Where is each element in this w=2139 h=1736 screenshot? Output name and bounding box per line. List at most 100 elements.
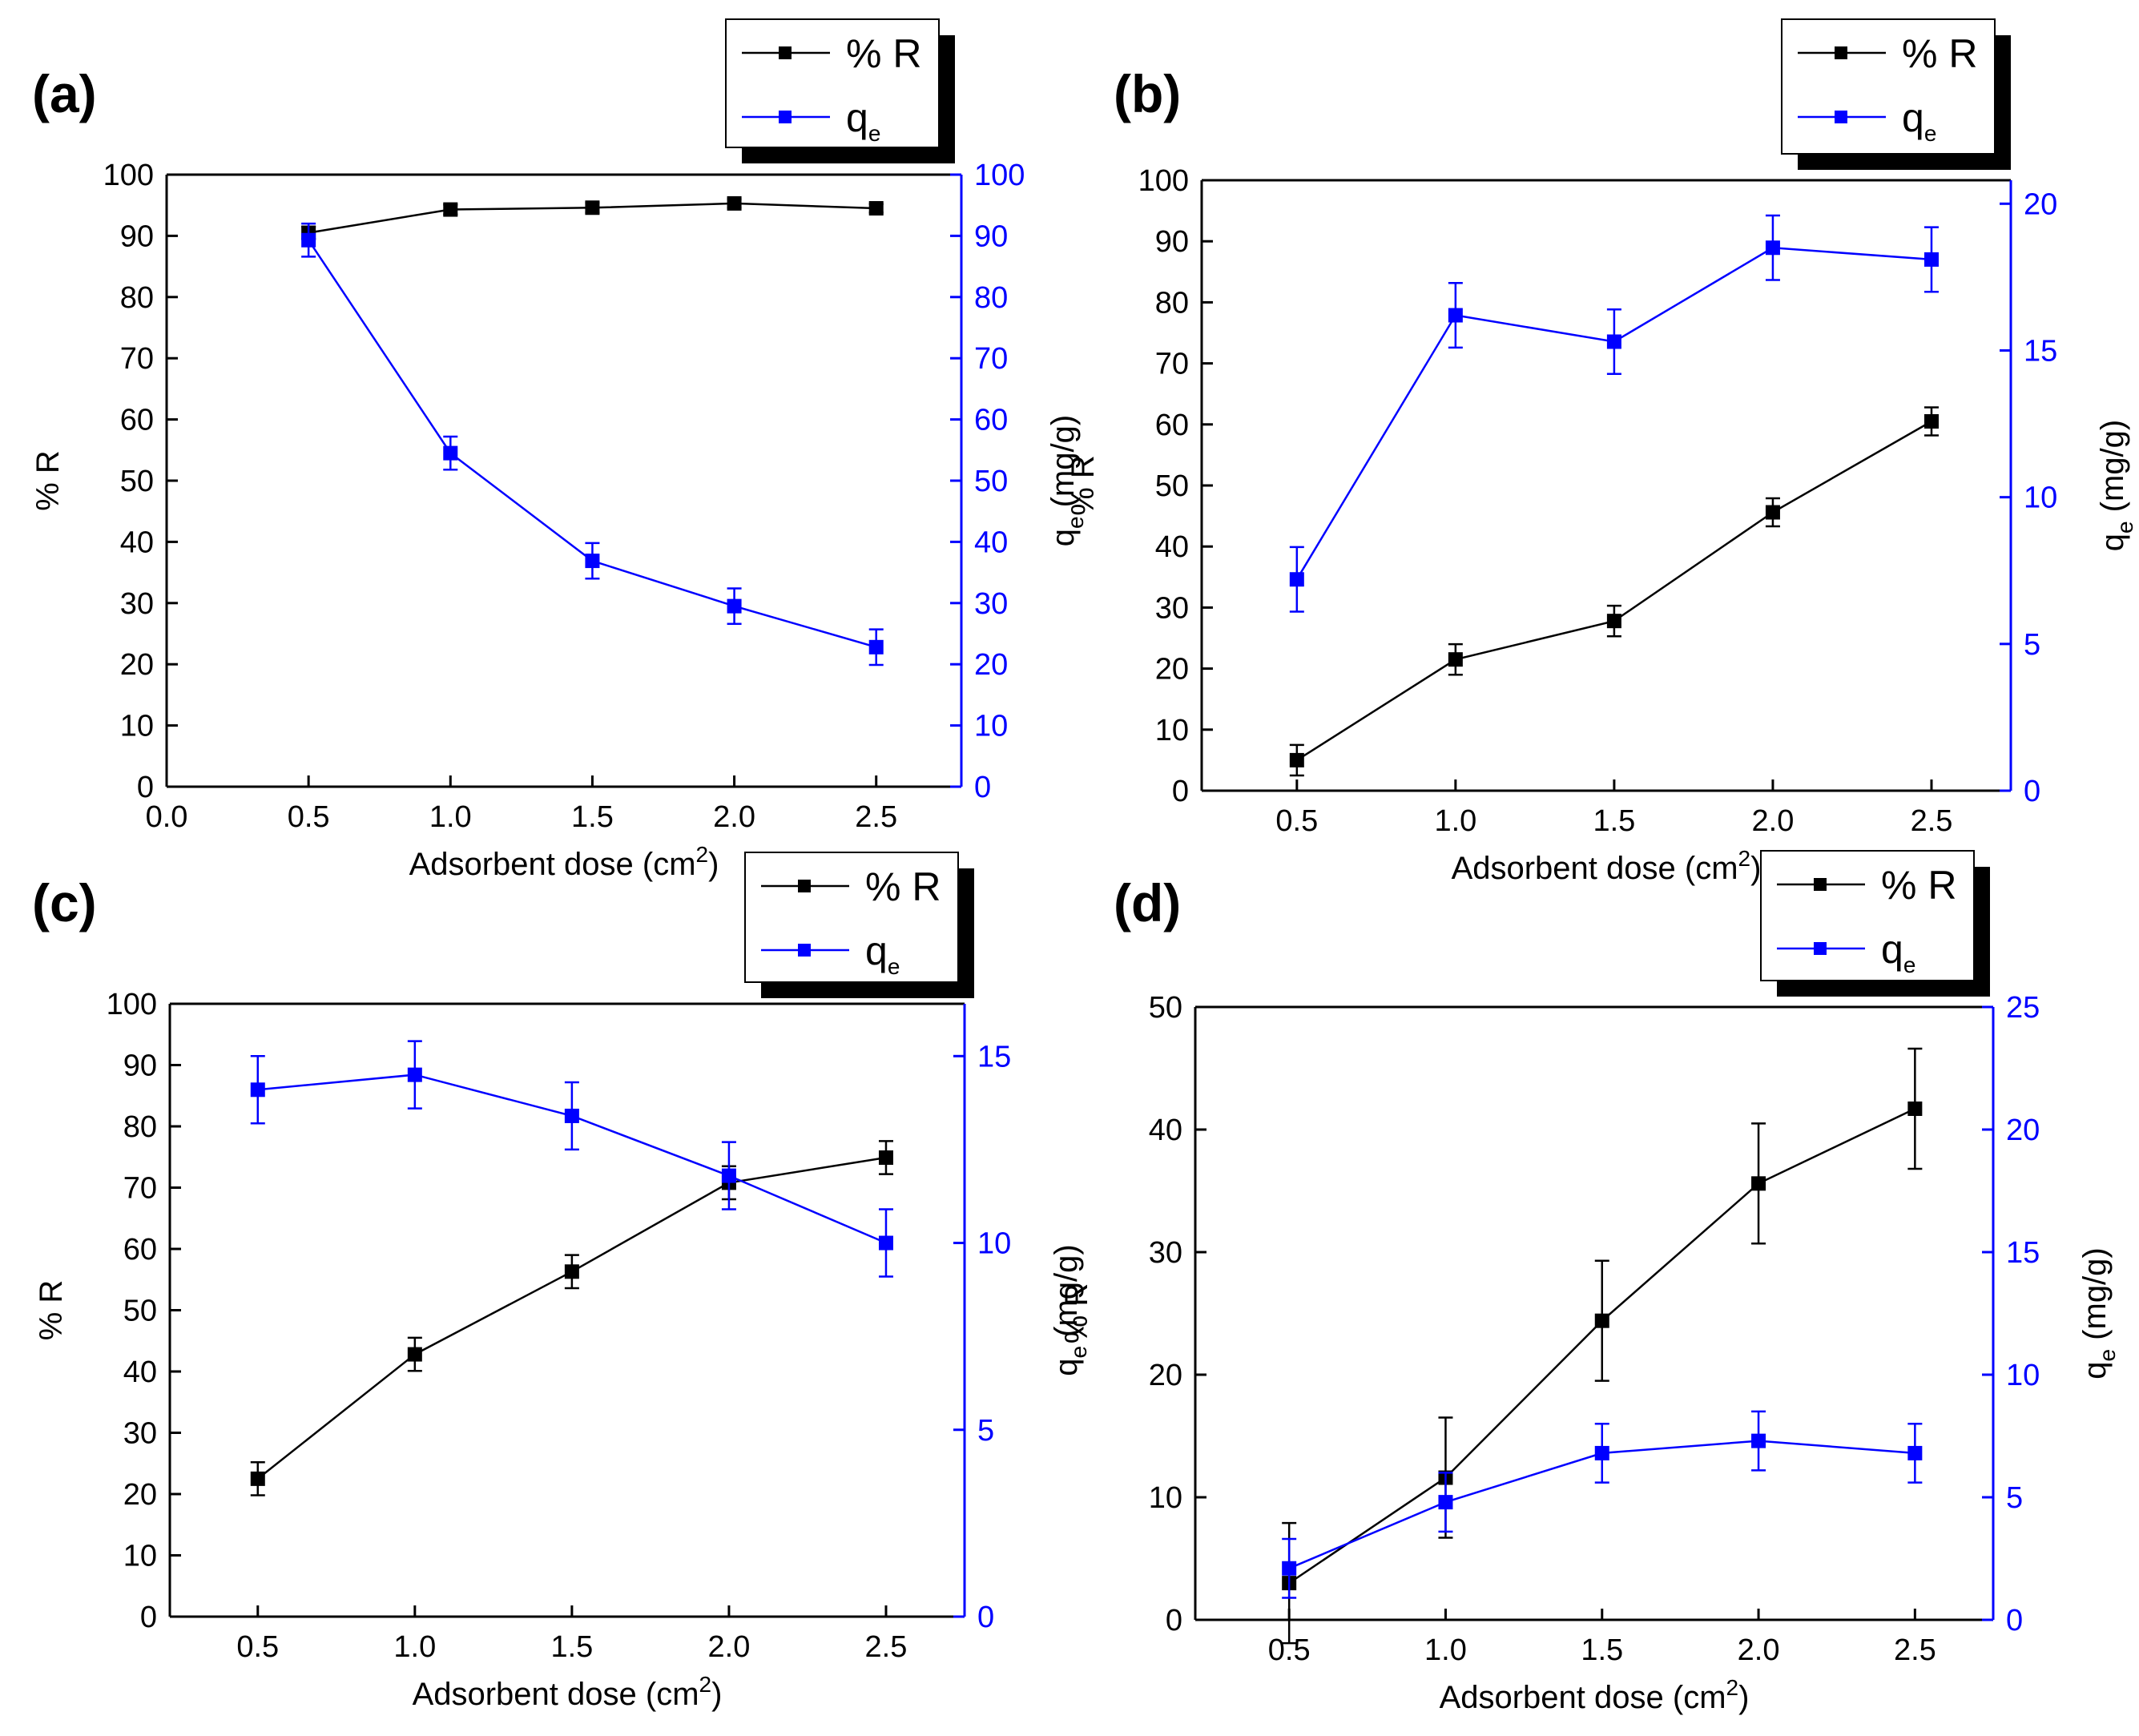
y-tick-label: 0: [1172, 775, 1189, 808]
data-point: [1438, 1495, 1453, 1510]
y2-tick-label: 15: [2006, 1236, 2040, 1270]
data-point: [1448, 652, 1463, 667]
x-tick-label: 1.5: [1581, 1633, 1623, 1667]
x-axis-title: Adsorbent dose (cm2): [413, 1672, 723, 1712]
series-qe: [1289, 214, 1939, 613]
y-axis-title: % R: [34, 1280, 69, 1341]
y2-tick-label: 25: [2006, 991, 2040, 1025]
y-tick-label: 90: [123, 1049, 157, 1083]
data-point: [1606, 334, 1621, 349]
y-tick-label: 20: [1155, 653, 1189, 687]
data-point: [1282, 1561, 1297, 1576]
x-tick-label: 2.0: [1738, 1633, 1780, 1667]
series-line: [308, 240, 877, 649]
y2-tick-label: 20: [2006, 1114, 2040, 1147]
y-tick-label: 70: [1155, 348, 1189, 381]
series-percent-r: [1289, 406, 1939, 777]
y2-tick-label: 80: [974, 281, 1008, 315]
panel-label: (b): [1114, 64, 1181, 123]
y-tick-label: 40: [123, 1355, 157, 1389]
series-percent-r: [250, 1140, 893, 1496]
legend-entry: qe: [1881, 927, 1915, 977]
data-point: [585, 200, 600, 215]
y-axis-title: % R: [1059, 1283, 1094, 1344]
panel-a: (a) 0.0 0.5 1.0 1.5 2.0 2.5 0 10 20 30 40 50 60 70 80 90…: [30, 18, 1088, 882]
legend-entry: % R: [865, 864, 941, 909]
data-point: [868, 201, 884, 216]
series-qe: [250, 1040, 893, 1278]
y-tick-label: 0: [1166, 1604, 1182, 1637]
legend-box: [1781, 18, 1996, 155]
y2-tick-label: 10: [2024, 481, 2057, 515]
y-tick-label: 40: [1149, 1114, 1182, 1147]
y-tick-label: 70: [120, 342, 154, 376]
legend-marker: [779, 111, 792, 123]
y-tick-label: 90: [120, 220, 154, 253]
x-tick-label: 0.0: [146, 800, 188, 834]
data-point: [564, 1264, 579, 1279]
legend: % R qe: [1781, 18, 2011, 170]
legend-marker: [1814, 878, 1827, 891]
y2-tick-label: 30: [974, 587, 1008, 621]
y-tick-label: 10: [123, 1540, 157, 1573]
y2-tick-label: 20: [974, 648, 1008, 682]
y2-axis-title: qe (mg/g): [1045, 415, 1088, 547]
data-point: [1594, 1445, 1609, 1460]
y2-tick-label: 0: [2006, 1604, 2023, 1637]
data-point: [250, 1082, 265, 1098]
y2-tick-label: 15: [2024, 334, 2057, 368]
x-tick-label: 2.5: [1894, 1633, 1936, 1667]
series-percent-r: [1282, 1047, 1923, 1645]
y2-tick-label: 0: [2024, 775, 2040, 808]
panel-label: (c): [32, 873, 97, 932]
legend-entry: qe: [1902, 95, 1936, 146]
legend-box: [744, 852, 959, 983]
y-tick-label: 100: [1138, 164, 1189, 198]
legend-marker: [1835, 46, 1847, 59]
legend-marker: [798, 880, 811, 892]
y2-axis-title: qe (mg/g): [2095, 420, 2137, 552]
data-point: [727, 195, 742, 211]
y2-tick-label: 10: [974, 710, 1008, 743]
y-tick-label: 10: [1149, 1481, 1182, 1515]
y-tick-label: 70: [123, 1172, 157, 1206]
x-tick-label: 1.5: [571, 800, 614, 834]
legend-marker: [779, 46, 792, 59]
x-tick-label: 0.5: [288, 800, 330, 834]
y-tick-label: 80: [1155, 286, 1189, 320]
y-axis-title: % R: [1065, 455, 1101, 516]
y-tick-label: 40: [1155, 530, 1189, 564]
data-point: [1751, 1176, 1766, 1191]
y-tick-label: 50: [120, 465, 154, 498]
x-tick-label: 2.5: [855, 800, 897, 834]
legend-box: [725, 18, 940, 148]
data-point: [250, 1471, 265, 1486]
y2-axis-title: qe (mg/g): [2077, 1247, 2120, 1380]
y-tick-label: 20: [123, 1478, 157, 1512]
x-tick-label: 2.0: [713, 800, 755, 834]
y2-tick-label: 60: [974, 404, 1008, 437]
data-point: [1289, 752, 1304, 767]
data-point: [564, 1108, 579, 1123]
legend-marker: [1835, 111, 1847, 123]
y-tick-label: 90: [1155, 225, 1189, 259]
y2-tick-label: 5: [2024, 628, 2040, 662]
series-line: [1296, 420, 1932, 761]
x-axis-title: Adsorbent dose (cm2): [1452, 846, 1762, 886]
x-tick-label: 1.0: [393, 1630, 436, 1664]
y2-tick-label: 15: [977, 1040, 1011, 1073]
data-point: [585, 554, 600, 569]
panel-c: (c)0.5 1.0 1.5 2.0 2.50102030405060708090100…: [32, 852, 1091, 1712]
x-tick-label: 0.5: [1275, 804, 1318, 838]
y-tick-label: 50: [123, 1295, 157, 1328]
y-tick-label: 60: [1155, 409, 1189, 442]
panel-d: (d)0.5 1.0 1.5 2.0 2.5010203040500510152025A…: [1059, 850, 2120, 1715]
x-tick-label: 1.0: [429, 800, 472, 834]
data-point: [1765, 240, 1780, 256]
y-tick-label: 100: [103, 159, 154, 192]
data-point: [1448, 308, 1463, 323]
y-tick-label: 10: [120, 710, 154, 743]
data-point: [1923, 413, 1939, 429]
legend-marker: [798, 944, 811, 957]
x-tick-label: 2.5: [865, 1630, 908, 1664]
